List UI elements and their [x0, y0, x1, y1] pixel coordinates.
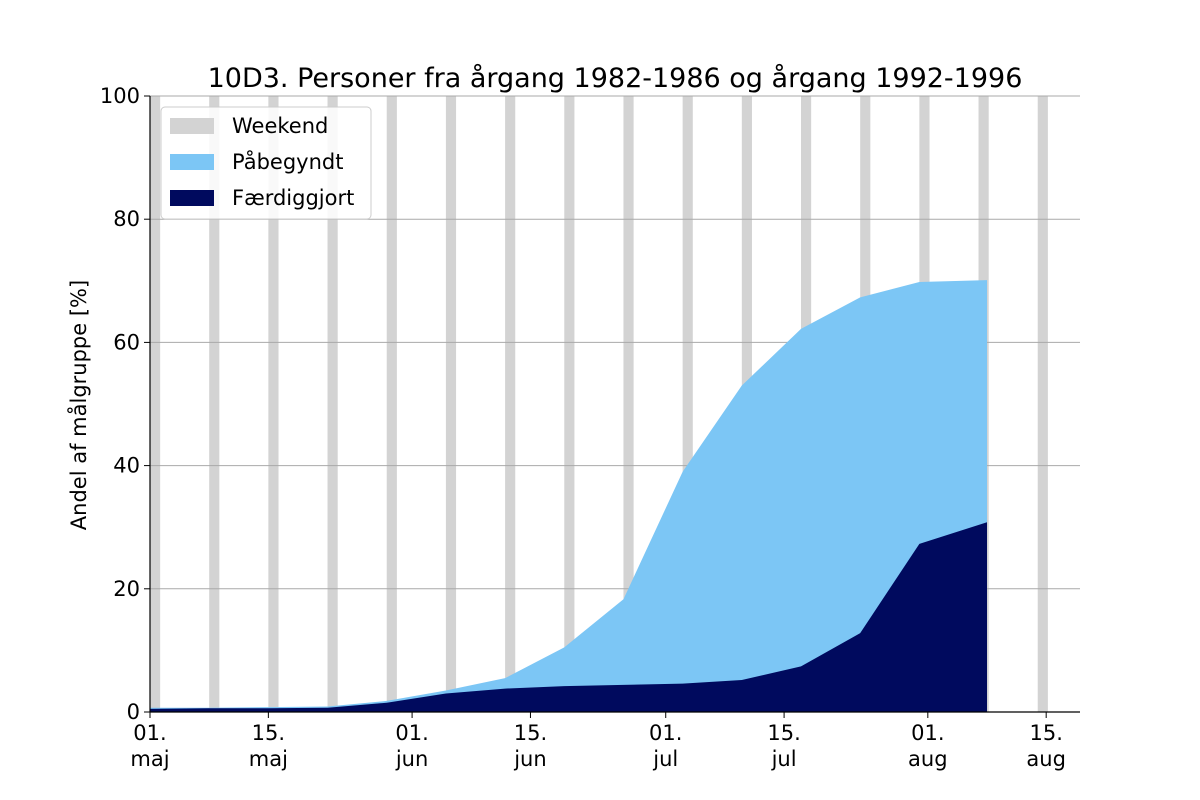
x-tick-label-month: maj — [130, 747, 169, 771]
x-tick-label-month: aug — [1026, 747, 1066, 771]
chart-title: 10D3. Personer fra årgang 1982-1986 og å… — [208, 63, 1023, 94]
y-tick-label: 0 — [127, 700, 140, 724]
x-tick-label-day: 15. — [252, 721, 285, 745]
weekend-band — [445, 96, 457, 712]
x-tick-label-day: 01. — [649, 721, 682, 745]
x-tick-label-day: 15. — [767, 721, 800, 745]
y-tick-label: 20 — [113, 577, 140, 601]
y-tick-label: 100 — [100, 84, 140, 108]
weekend-band — [268, 96, 279, 712]
x-tick-label-day: 01. — [133, 721, 166, 745]
legend-label: Weekend — [232, 114, 328, 138]
legend-label: Påbegyndt — [232, 149, 343, 174]
legend: Weekend Påbegyndt Færdiggjort — [160, 106, 372, 220]
x-tick-label-month: jul — [652, 747, 678, 771]
x-tick-label-day: 01. — [395, 721, 428, 745]
x-tick-label-month: jun — [513, 747, 546, 771]
y-tick-label: 80 — [113, 207, 140, 231]
axes: 02040608010001.maj15.maj01.jun15.jun01.j… — [100, 84, 1080, 771]
weekend-band — [623, 96, 634, 712]
x-tick-label-month: maj — [249, 747, 288, 771]
y-tick-label: 40 — [113, 454, 140, 478]
x-tick-label-month: jul — [771, 747, 797, 771]
area-færdiggjort — [150, 522, 987, 712]
weekend-band — [682, 96, 693, 712]
weekend-band — [564, 96, 575, 712]
weekend-band — [505, 96, 516, 712]
area-påbegyndt — [150, 280, 987, 712]
weekend-band — [386, 96, 397, 712]
x-tick-label-day: 15. — [1029, 721, 1062, 745]
weekend-band — [1037, 96, 1048, 712]
y-axis-label: Andel af målgruppe [%] — [66, 280, 91, 530]
legend-label: Færdiggjort — [232, 186, 354, 210]
y-tick-label: 60 — [113, 330, 140, 354]
weekend-band — [327, 96, 338, 712]
x-tick-label-month: jun — [395, 747, 428, 771]
area-series — [150, 280, 987, 712]
x-tick-label-day: 15. — [514, 721, 547, 745]
legend-swatch — [170, 118, 214, 134]
legend-swatch — [170, 154, 214, 170]
weekend-band — [150, 96, 161, 712]
x-tick-label-month: aug — [908, 747, 948, 771]
x-tick-label-day: 01. — [911, 721, 944, 745]
legend-swatch — [170, 190, 214, 206]
weekend-band — [209, 96, 220, 712]
